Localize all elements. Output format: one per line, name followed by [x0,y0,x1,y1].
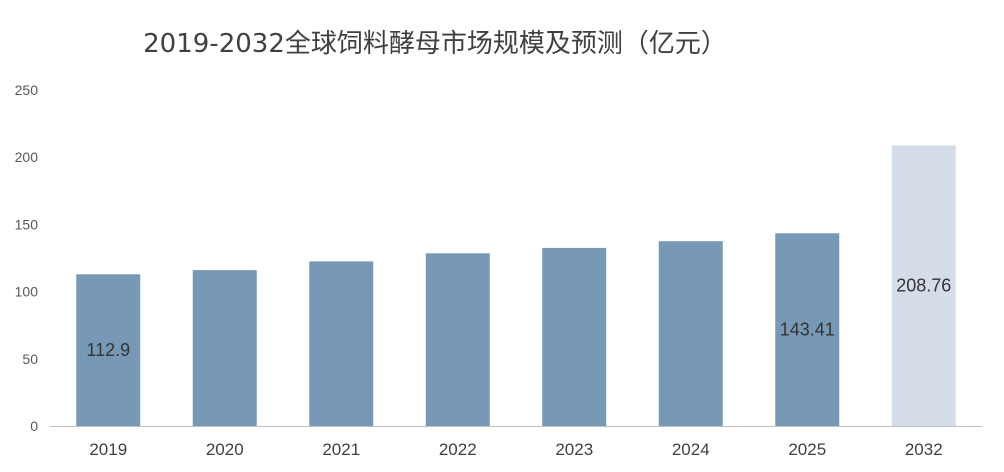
x-tick-label: 2019 [89,440,127,459]
y-tick-label: 200 [15,149,39,165]
x-tick-label: 2032 [905,440,943,459]
bar-2022 [425,253,490,426]
y-tick-label: 100 [15,284,39,300]
y-tick-label: 50 [22,351,38,367]
bar-group: 112.9 143.41 208.76 [76,145,956,426]
x-tick-label: 2021 [322,440,360,459]
bar-2019 [76,274,141,426]
data-label-2032: 208.76 [896,276,951,296]
y-axis: 0 50 100 150 200 250 [15,82,39,434]
x-axis: 2019 2020 2021 2022 2023 2024 2025 2032 [50,426,982,459]
bar-2024 [658,241,723,426]
chart-title: 2019-2032全球饲料酵母市场规模及预测（亿元） [143,29,727,59]
bar-2023 [542,247,607,426]
x-tick-label: 2024 [672,440,710,459]
x-tick-label: 2020 [206,440,244,459]
bar-2021 [309,261,374,426]
y-tick-label: 250 [15,82,39,98]
bar-2020 [192,270,257,426]
x-tick-label: 2023 [555,440,593,459]
x-tick-label: 2025 [788,440,826,459]
bar-2032 [891,145,956,426]
bar-2025 [775,233,840,426]
y-tick-label: 0 [30,418,38,434]
y-tick-label: 150 [15,216,39,232]
data-label-2019: 112.9 [86,340,130,360]
data-label-2025: 143.41 [780,320,835,340]
x-tick-label: 2022 [439,440,477,459]
